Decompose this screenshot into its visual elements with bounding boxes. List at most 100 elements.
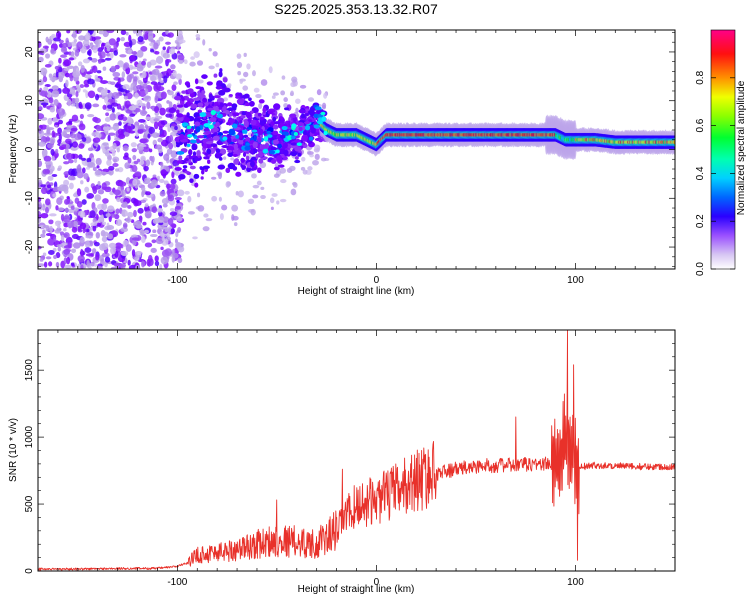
heatmap-cell: [190, 103, 198, 109]
heatmap-cell: [257, 167, 262, 174]
heatmap-cell: [157, 72, 163, 79]
heatmap-cell: [138, 30, 143, 37]
heatmap-cell: [39, 67, 48, 76]
heatmap-cell: [49, 225, 53, 233]
heatmap-cell: [43, 155, 52, 162]
heatmap-cell: [44, 63, 52, 68]
heatmap-cell: [135, 30, 139, 37]
heatmap-cell: [117, 128, 124, 136]
heatmap-cell: [92, 137, 101, 143]
heatmap-cell: [99, 54, 103, 60]
heatmap-cell: [110, 246, 116, 255]
heatmap-cell: [133, 76, 138, 82]
heatmap-cell: [162, 52, 170, 59]
heatmap-cell: [215, 85, 223, 90]
heatmap-cell: [276, 155, 283, 162]
heatmap-cell: [81, 167, 86, 174]
heatmap-cell: [149, 233, 158, 238]
heatmap-cell: [55, 148, 59, 154]
heatmap-cell: [82, 58, 91, 64]
heatmap-cell: [125, 31, 129, 36]
heatmap-cell: [304, 113, 309, 117]
heatmap-cell: [272, 124, 279, 130]
heatmap-cell: [216, 97, 225, 104]
heatmap-cell: [95, 157, 102, 166]
heatmap-cell: [150, 81, 158, 85]
heatmap-cell: [272, 116, 277, 122]
heatmap-cell: [190, 139, 197, 144]
heatmap-cell: [77, 61, 83, 67]
heatmap-cell: [104, 256, 111, 263]
heatmap-cell: [291, 123, 297, 129]
heatmap-cell: [153, 118, 160, 122]
heatmap-cell: [53, 40, 57, 44]
heatmap-cell: [141, 60, 146, 66]
heatmap-cell: [71, 226, 78, 233]
heatmap-cell: [75, 100, 79, 109]
heatmap-cell: [115, 168, 120, 172]
heatmap-cell: [262, 148, 269, 154]
heatmap-cell: [89, 69, 94, 74]
heatmap-cell: [243, 52, 247, 57]
heatmap-cell: [111, 107, 115, 113]
heatmap-cell: [67, 220, 75, 228]
heatmap-cell: [63, 179, 70, 186]
heatmap-cell: [126, 211, 134, 218]
heatmap-cell: [63, 244, 72, 249]
heatmap-cell: [106, 46, 111, 52]
heatmap-cell: [166, 232, 170, 238]
heatmap-cell: [159, 79, 164, 84]
heatmap-cell: [122, 155, 129, 161]
heatmap-cell: [47, 175, 54, 181]
heatmap-cell: [212, 51, 218, 57]
heatmap-cell: [40, 91, 48, 97]
heatmap-cell: [221, 144, 229, 149]
heatmap-cell: [177, 209, 182, 214]
heatmap-cell: [232, 166, 238, 171]
heatmap-cell: [307, 166, 313, 171]
heatmap-cell: [87, 147, 94, 152]
heatmap-cell: [111, 102, 119, 107]
heatmap-cell: [242, 151, 247, 157]
heatmap-cell: [70, 138, 76, 142]
heatmap-cell: [128, 76, 132, 83]
heatmap-cell: [101, 182, 107, 190]
heatmap-cell: [76, 84, 80, 89]
heatmap-cell: [177, 257, 183, 264]
heatmap-cell: [66, 256, 71, 265]
heatmap-cell: [81, 199, 87, 205]
heatmap-cell: [298, 109, 306, 114]
heatmap-cell: [82, 89, 87, 93]
heatmap-cell: [123, 95, 129, 100]
heatmap-cell: [47, 38, 53, 45]
heatmap-cell: [267, 110, 274, 115]
heatmap-cell: [96, 165, 100, 169]
heatmap-cell: [249, 160, 256, 168]
heatmap-cell: [62, 87, 71, 94]
heatmap-cell: [194, 121, 201, 127]
heatmap-cell: [169, 183, 176, 190]
heatmap-cell: [46, 91, 52, 98]
heatmap-cell: [146, 101, 151, 110]
heatmap-cell: [240, 157, 246, 163]
heatmap-cell: [87, 78, 95, 85]
heatmap-cell: [42, 168, 51, 175]
heatmap-cell: [38, 263, 45, 267]
heatmap-cell: [202, 39, 206, 46]
heatmap-cell: [283, 97, 288, 103]
snr-line: [38, 330, 675, 571]
heatmap-cell: [53, 255, 57, 260]
heatmap-cell: [192, 97, 201, 102]
heatmap-cell: [281, 131, 289, 137]
heatmap-cell: [139, 109, 147, 116]
spectrogram-y-tick-label: -10: [24, 191, 35, 206]
heatmap-cell: [46, 127, 55, 131]
heatmap-cell: [294, 156, 299, 160]
heatmap-cell: [144, 210, 152, 219]
heatmap-cell: [194, 78, 199, 85]
heatmap-cell: [64, 207, 69, 212]
heatmap-cell: [277, 164, 285, 168]
heatmap-cell: [51, 130, 56, 139]
heatmap-cell: [146, 258, 151, 267]
heatmap-cell: [77, 225, 82, 231]
